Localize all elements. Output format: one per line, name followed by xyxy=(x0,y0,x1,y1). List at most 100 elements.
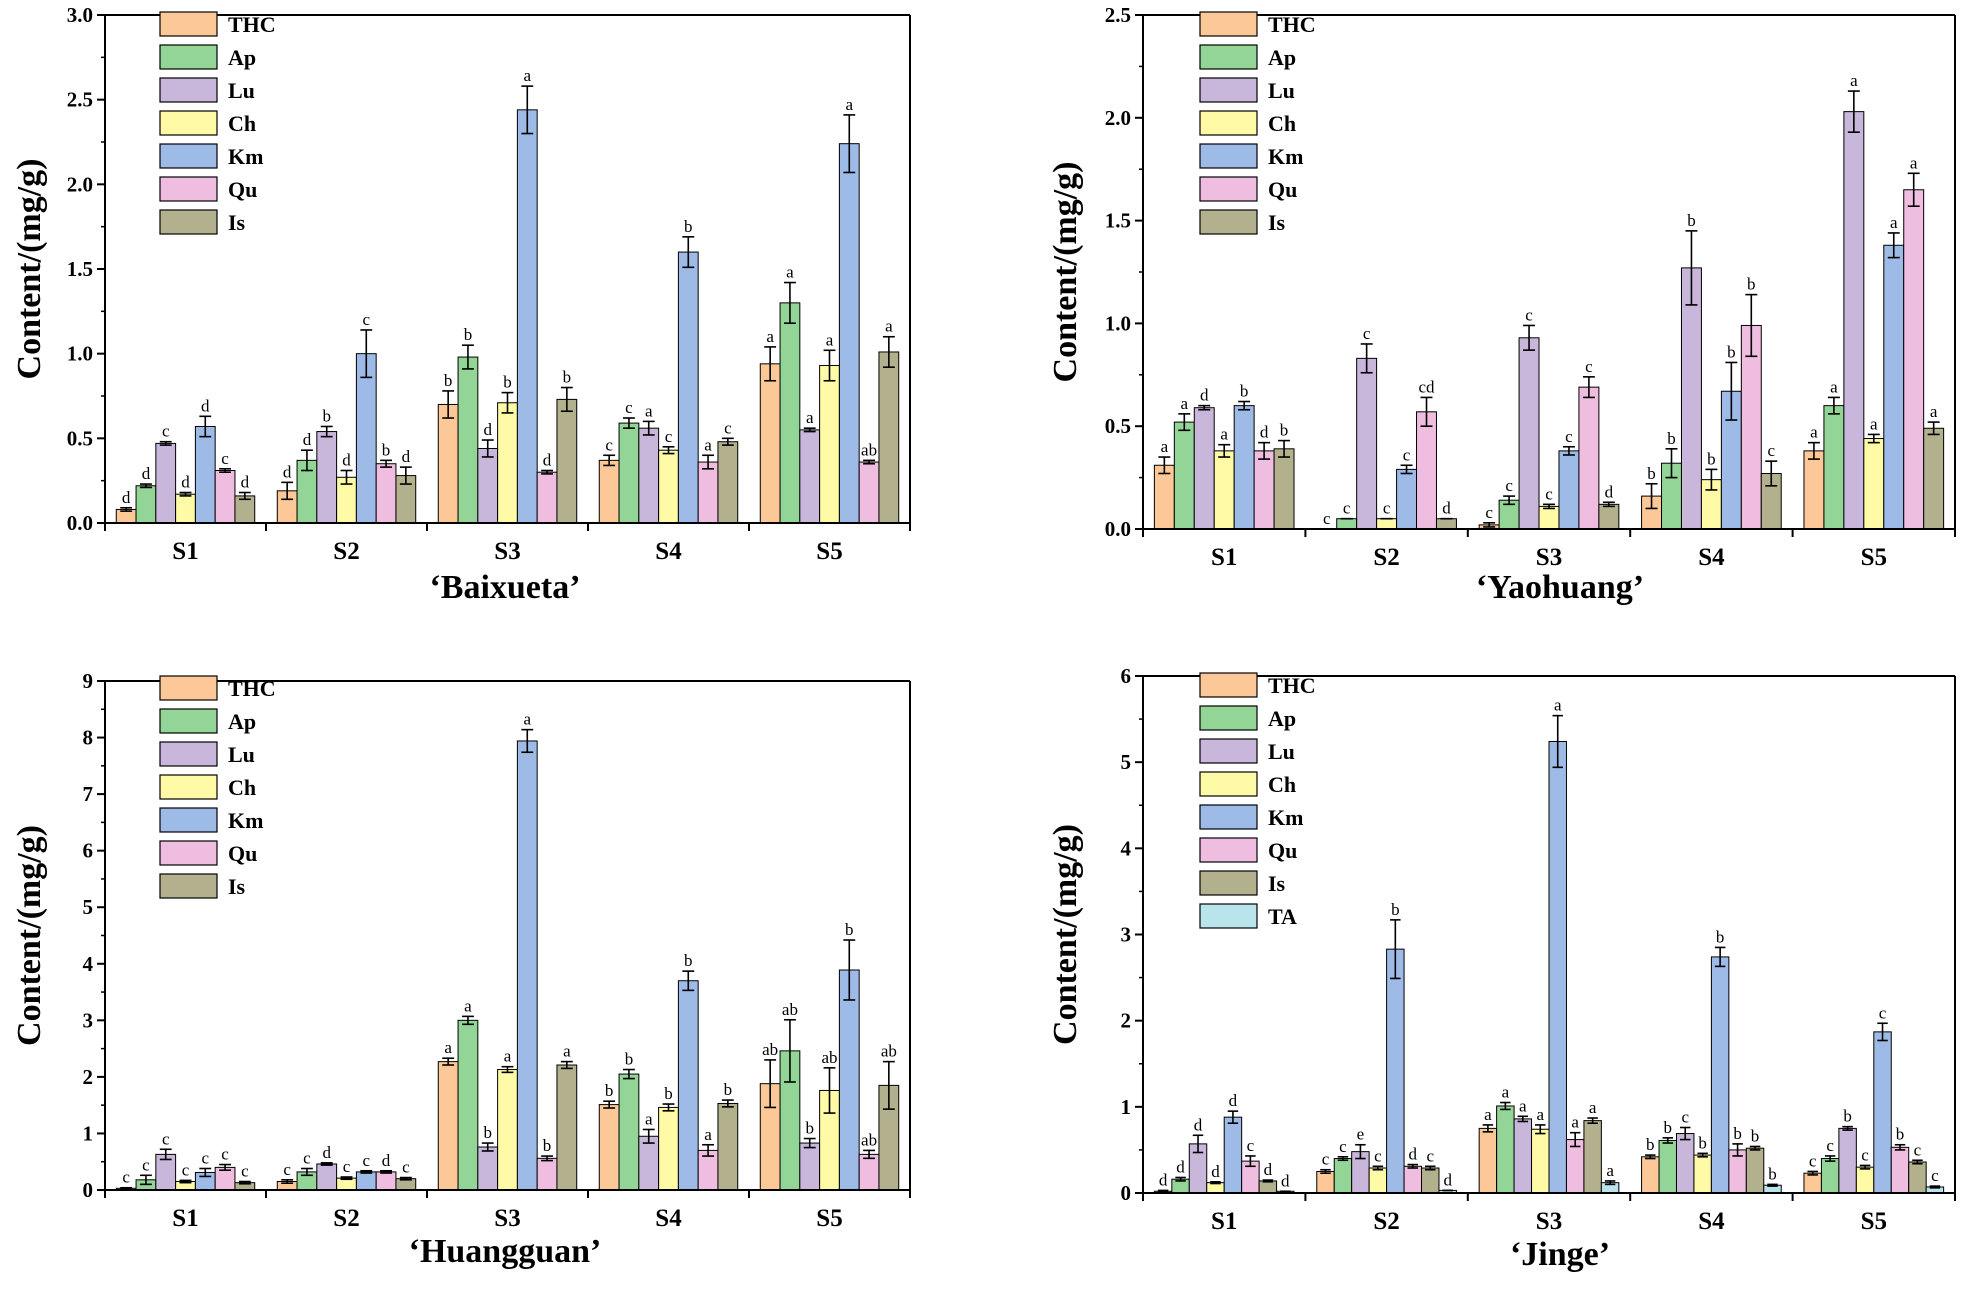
error-bar xyxy=(481,1142,494,1152)
x-tick-label: S2 xyxy=(1373,544,1399,571)
error-bar xyxy=(140,1174,152,1186)
error-bar xyxy=(501,391,514,414)
bar-Ap-S3 xyxy=(457,1019,479,1191)
y-tick-label: 0.5 xyxy=(67,426,93,450)
error-bar xyxy=(462,344,474,370)
bar-THC-S4 xyxy=(598,459,620,524)
error-bar xyxy=(1552,714,1563,769)
error-bar xyxy=(764,1059,777,1109)
legend-swatch-Lu xyxy=(159,77,218,103)
significance-letter: c xyxy=(122,1168,130,1187)
significance-letter: a xyxy=(524,66,532,85)
y-tick-label: 2.0 xyxy=(67,172,93,196)
significance-letter: d xyxy=(142,464,151,483)
y-tick-label: 4 xyxy=(1121,836,1132,860)
significance-letter: d xyxy=(1159,1170,1168,1189)
y-tick-label: 3.0 xyxy=(67,3,93,27)
significance-letter: a xyxy=(1890,213,1898,232)
significance-letter: b xyxy=(1280,421,1289,440)
bar-Ch-S3 xyxy=(497,1069,518,1191)
bar-Lu-S1 xyxy=(1193,407,1215,530)
significance-letter: c xyxy=(1861,1145,1869,1164)
bar-Is-S2 xyxy=(1421,1167,1440,1194)
significance-letter: c xyxy=(343,1157,351,1176)
error-bar xyxy=(1665,448,1678,479)
error-bar xyxy=(1503,495,1516,506)
y-tick-label: 5 xyxy=(1121,750,1132,774)
error-bar xyxy=(1765,460,1778,487)
bar-THC-S5 xyxy=(1803,1172,1822,1194)
x-tick-label: S4 xyxy=(655,538,682,565)
error-bar xyxy=(301,449,313,472)
significance-letter: b xyxy=(1646,1135,1655,1154)
significance-letter: c xyxy=(625,398,633,417)
bar-Km-S2 xyxy=(355,1171,377,1191)
significance-letter: b xyxy=(1733,1124,1742,1143)
legend-label: Lu xyxy=(228,742,255,767)
x-tick-label: S5 xyxy=(1861,544,1887,571)
error-bar xyxy=(1400,464,1413,475)
significance-letter: c xyxy=(241,1162,249,1181)
significance-letter: b xyxy=(684,217,693,236)
bar-Km-S1 xyxy=(1223,1116,1243,1194)
legend-swatch-Ch xyxy=(159,110,218,136)
significance-letter: a xyxy=(645,1109,653,1128)
legend-swatch-THC xyxy=(159,11,218,37)
legend-label: Km xyxy=(228,144,263,169)
y-axis-label: Content/(mg/g) xyxy=(1047,162,1084,383)
error-bar xyxy=(642,420,655,436)
y-tick-label: 2 xyxy=(83,1065,94,1089)
y-axis-label: Content/(mg/g) xyxy=(1047,824,1084,1045)
error-bar xyxy=(1500,1101,1511,1111)
error-bar xyxy=(442,390,455,419)
legend-swatch-THC xyxy=(1199,11,1258,37)
error-bar xyxy=(1372,1165,1384,1171)
y-tick-label: 4 xyxy=(83,952,94,976)
significance-letter: c xyxy=(1403,445,1411,464)
bar-THC-S2 xyxy=(1316,1170,1335,1194)
legend-swatch-Ch xyxy=(159,774,218,800)
significance-letter: c xyxy=(605,435,613,454)
error-bar xyxy=(662,445,675,455)
significance-letter: d xyxy=(543,451,552,470)
bar-Lu-S5 xyxy=(799,1142,821,1191)
bar-THC-S5 xyxy=(759,363,781,524)
significance-letter: b xyxy=(845,920,854,939)
legend-label: Ap xyxy=(1268,706,1296,731)
error-bar xyxy=(764,346,777,382)
x-tick-label: S1 xyxy=(172,1205,198,1232)
legend-label: THC xyxy=(1268,673,1316,698)
bar-Qu-S5 xyxy=(1890,1146,1910,1194)
error-bar xyxy=(238,491,251,501)
significance-letter: d xyxy=(1443,1170,1452,1189)
significance-letter: b xyxy=(664,1084,673,1103)
error-bar xyxy=(380,1169,392,1174)
bar-Is-S5 xyxy=(878,351,900,524)
bar-Ch-S4 xyxy=(658,1106,679,1191)
significance-letter: d xyxy=(283,462,292,481)
x-tick-label: S3 xyxy=(494,538,520,565)
error-bar xyxy=(1258,441,1271,460)
error-bar xyxy=(1604,1180,1616,1186)
x-tick-label: S3 xyxy=(494,1205,520,1232)
bar-Km-S1 xyxy=(1233,405,1255,530)
y-tick-label: 2.5 xyxy=(1105,3,1131,27)
significance-letter: b xyxy=(1687,211,1696,230)
bar-Ap-S5 xyxy=(1820,1158,1840,1194)
error-bar xyxy=(1587,1117,1598,1125)
significance-letter: b xyxy=(1647,464,1656,483)
bar-Qu-S2 xyxy=(1403,1165,1423,1194)
error-bar xyxy=(140,483,152,489)
bar-Is-S4 xyxy=(1745,1147,1765,1194)
significance-letter: c xyxy=(1383,499,1391,518)
bar-Km-S2 xyxy=(1396,468,1418,530)
x-tick-label: S5 xyxy=(1861,1208,1887,1235)
bar-Is-S3 xyxy=(556,398,578,524)
significance-letter: ab xyxy=(861,1130,877,1149)
significance-letter: d xyxy=(1442,499,1451,518)
significance-letter: c xyxy=(724,418,732,437)
legend-label: Is xyxy=(1268,871,1286,896)
error-bar xyxy=(340,1176,353,1181)
significance-letter: c xyxy=(221,1145,229,1164)
